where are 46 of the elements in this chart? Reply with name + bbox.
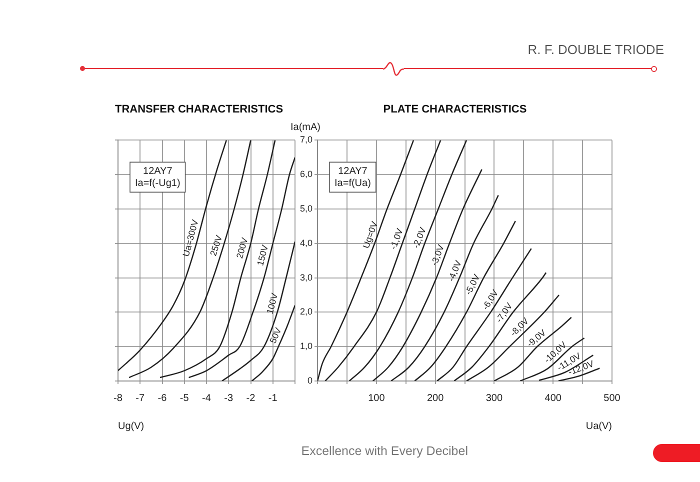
y-tick-label: 6,0 [300, 169, 313, 180]
x-tick-label: -5 [180, 392, 190, 404]
x-tick-label: 300 [486, 392, 503, 404]
text: 150V [255, 244, 270, 267]
text: -5,0V [463, 272, 482, 296]
line-series [324, 140, 442, 381]
text: R. F. DOUBLE TRIODE [528, 42, 664, 57]
annotation: 12AY7 [143, 166, 173, 177]
y-tick-label: 7,0 [300, 134, 313, 145]
annotation: 12AY7 [338, 166, 368, 177]
text: 50V [268, 326, 284, 345]
x-tick-label: -3 [224, 392, 234, 404]
text: Ug=0V [360, 220, 380, 250]
x-tick-label: -2 [246, 392, 256, 404]
text: -4,0V [446, 259, 464, 283]
y-tick-label: 3,0 [300, 272, 313, 282]
text: 250V [208, 234, 224, 258]
annotation: Ia=f(-Ug1) [135, 178, 180, 189]
text: -1,0V [388, 227, 405, 251]
chart-title: PLATE CHARACTERISTICS [383, 104, 527, 116]
x-axis-title: Ua(V) [586, 420, 612, 432]
y-tick-label: 5,0 [300, 203, 313, 214]
x-tick-label: 400 [544, 392, 562, 404]
x-tick-label: 100 [368, 392, 386, 404]
x-tick-label: -7 [136, 392, 145, 404]
x-tick-label: -1 [268, 392, 278, 404]
text: 200V [234, 236, 250, 260]
y-tick-label: 1,0 [300, 341, 313, 352]
x-tick-label: -8 [114, 392, 123, 404]
x-axis-title: Ug(V) [118, 420, 144, 432]
text: -2,0V [410, 226, 428, 250]
x-tick-label: 500 [604, 392, 621, 404]
text: Ua=300V [180, 218, 200, 258]
x-tick-label: -4 [202, 392, 212, 404]
text: 100V [264, 292, 280, 316]
y-axis-title: Ia(mA) [290, 122, 321, 133]
line-series [390, 194, 499, 381]
annotation: Ia=f(Ua) [334, 178, 371, 189]
y-tick-label: 4,0 [300, 238, 313, 248]
chart-title: TRANSFER CHARACTERISTICS [115, 104, 284, 116]
text: -3,0V [429, 243, 446, 268]
x-tick-label: -6 [158, 392, 168, 404]
text: Excellence with Every Decibel [301, 444, 468, 458]
y-tick-label: 2,0 [300, 306, 313, 317]
x-tick-label: 200 [426, 392, 444, 404]
y-tick-label: 0 [307, 375, 313, 386]
